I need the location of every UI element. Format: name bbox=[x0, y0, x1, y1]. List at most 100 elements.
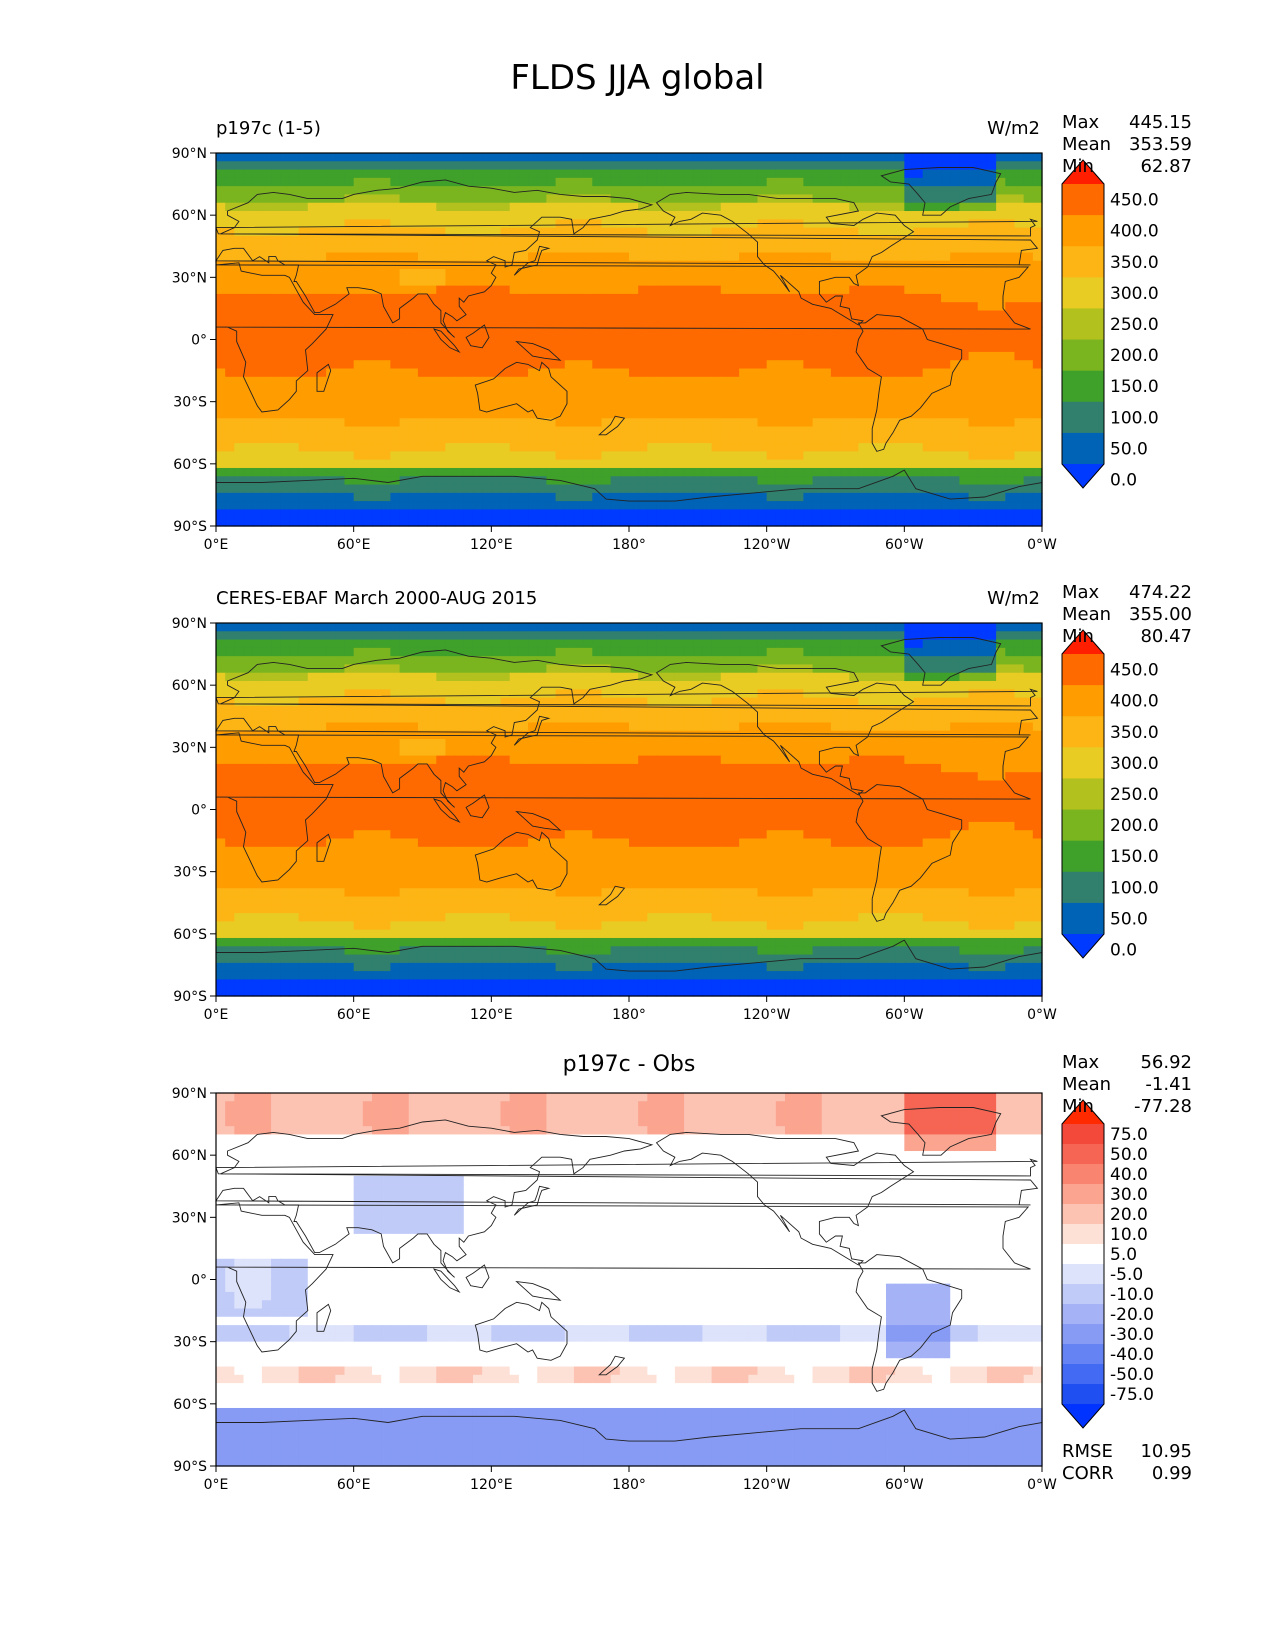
field-cell bbox=[867, 484, 878, 494]
field-cell bbox=[849, 327, 860, 336]
field-cell bbox=[546, 656, 557, 666]
field-cell bbox=[977, 426, 988, 436]
field-cell bbox=[840, 434, 850, 444]
field-cell bbox=[427, 639, 437, 649]
field-cell bbox=[463, 335, 474, 345]
field-cell bbox=[849, 681, 860, 690]
field-cell bbox=[427, 153, 437, 162]
field-cell bbox=[546, 343, 557, 353]
field-cell bbox=[298, 393, 309, 403]
field-cell bbox=[959, 335, 970, 345]
field-cell bbox=[537, 476, 547, 486]
field-cell bbox=[922, 426, 933, 436]
field-cell bbox=[573, 501, 584, 511]
field-cell bbox=[895, 393, 905, 403]
field-cell bbox=[555, 623, 566, 632]
field-cell bbox=[931, 426, 942, 436]
field-cell bbox=[243, 327, 254, 336]
field-cell bbox=[1005, 368, 1016, 378]
field-cell bbox=[372, 368, 382, 378]
field-cell bbox=[243, 509, 254, 519]
field-cell bbox=[931, 656, 942, 666]
field-cell bbox=[326, 623, 336, 632]
field-cell bbox=[656, 697, 667, 707]
field-cell bbox=[757, 376, 768, 386]
field-cell bbox=[610, 459, 621, 469]
field-cell bbox=[601, 293, 612, 303]
field-cell bbox=[445, 277, 456, 287]
field-cell bbox=[996, 302, 1006, 312]
field-cell bbox=[335, 376, 346, 386]
field-cell bbox=[601, 202, 612, 212]
field-cell bbox=[252, 285, 263, 295]
field-cell bbox=[583, 227, 593, 237]
field-cell bbox=[335, 509, 346, 519]
field-cell bbox=[482, 623, 492, 632]
field-cell bbox=[674, 351, 685, 361]
field-cell bbox=[344, 631, 355, 641]
field-cell bbox=[601, 656, 612, 666]
field-cell bbox=[592, 647, 603, 657]
field-cell bbox=[335, 647, 346, 657]
field-cell bbox=[491, 169, 502, 179]
field-cell bbox=[417, 484, 428, 494]
field-cell bbox=[693, 177, 704, 187]
field-cell bbox=[509, 219, 520, 229]
field-cell bbox=[234, 451, 245, 461]
field-cell bbox=[748, 476, 759, 486]
field-cell bbox=[950, 639, 960, 649]
field-cell bbox=[307, 211, 318, 220]
field-cell bbox=[766, 161, 777, 171]
field-cell bbox=[362, 161, 373, 171]
field-cell bbox=[307, 656, 318, 666]
field-cell bbox=[931, 186, 942, 196]
field-cell bbox=[904, 451, 915, 461]
field-cell bbox=[693, 647, 704, 657]
field-cell bbox=[830, 293, 841, 303]
field-cell bbox=[564, 227, 575, 237]
field-cell bbox=[876, 501, 887, 511]
field-cell bbox=[225, 318, 235, 328]
field-cell bbox=[592, 656, 603, 666]
field-cell bbox=[968, 269, 979, 278]
field-cell bbox=[950, 177, 960, 187]
field-cell bbox=[1005, 335, 1016, 345]
field-cell bbox=[427, 177, 437, 187]
field-cell bbox=[399, 501, 410, 511]
field-cell bbox=[885, 484, 896, 494]
field-cell bbox=[766, 277, 777, 287]
field-cell bbox=[381, 647, 391, 657]
field-cell bbox=[289, 501, 300, 511]
field-cell bbox=[1014, 689, 1025, 699]
field-cell bbox=[913, 153, 924, 162]
field-cell bbox=[280, 244, 291, 254]
field-cell bbox=[610, 227, 621, 237]
field-cell bbox=[537, 318, 547, 328]
field-cell bbox=[408, 418, 419, 428]
field-cell bbox=[922, 202, 933, 212]
field-cell bbox=[417, 501, 428, 511]
field-cell bbox=[885, 664, 896, 674]
field-cell bbox=[904, 681, 915, 690]
field-cell bbox=[913, 409, 924, 419]
field-cell bbox=[399, 219, 410, 229]
field-cell bbox=[500, 285, 511, 295]
field-cell bbox=[684, 656, 694, 666]
field-cell bbox=[895, 623, 905, 632]
field-cell bbox=[528, 343, 538, 353]
field-cell bbox=[252, 631, 263, 641]
field-cell bbox=[867, 244, 878, 254]
field-cell bbox=[794, 623, 804, 632]
field-cell bbox=[876, 409, 887, 419]
field-cell bbox=[491, 393, 502, 403]
field-cell bbox=[298, 517, 309, 527]
field-cell bbox=[261, 360, 272, 370]
field-cell bbox=[977, 202, 988, 212]
coastline-sumatra bbox=[432, 328, 461, 354]
field-cell bbox=[252, 681, 263, 690]
field-cell bbox=[931, 277, 942, 287]
field-cell bbox=[509, 656, 520, 666]
field-cell bbox=[491, 656, 502, 666]
field-cell bbox=[711, 418, 722, 428]
field-cell bbox=[500, 451, 511, 461]
